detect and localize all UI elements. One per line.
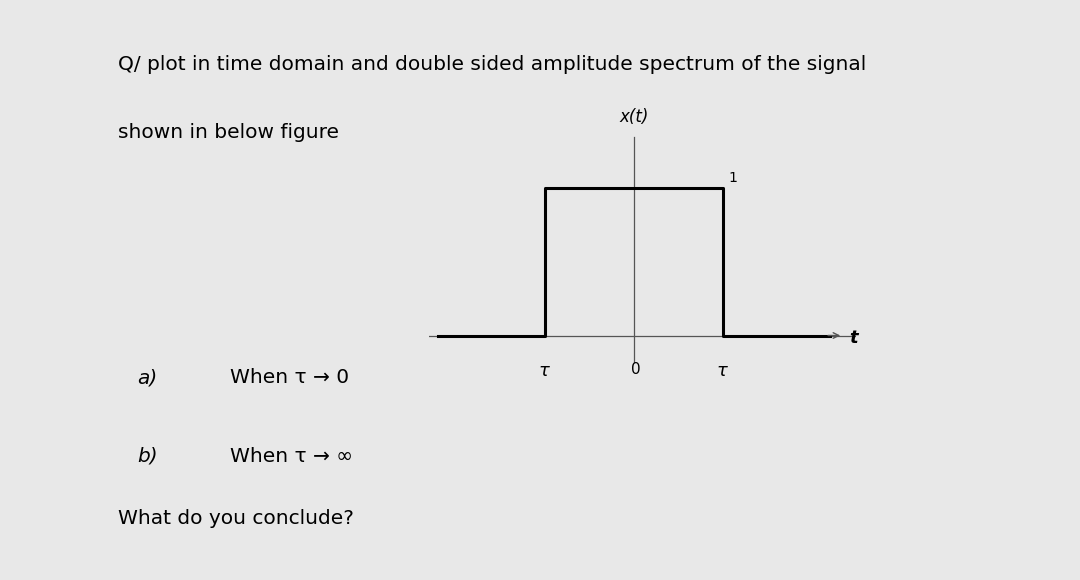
- Text: shown in below figure: shown in below figure: [118, 123, 339, 142]
- Text: When τ → ∞: When τ → ∞: [230, 447, 352, 466]
- Text: x(t): x(t): [619, 108, 648, 126]
- Text: What do you conclude?: What do you conclude?: [118, 509, 353, 528]
- Text: $\tau$: $\tau$: [538, 362, 551, 380]
- Text: $\tau$: $\tau$: [716, 362, 729, 380]
- Text: b): b): [137, 447, 158, 466]
- Text: When τ → 0: When τ → 0: [230, 368, 349, 387]
- Text: t: t: [849, 329, 858, 347]
- Text: 1: 1: [728, 171, 737, 186]
- Text: 0: 0: [631, 362, 640, 377]
- Text: a): a): [137, 368, 158, 387]
- Text: Q/ plot in time domain and double sided amplitude spectrum of the signal: Q/ plot in time domain and double sided …: [118, 55, 866, 74]
